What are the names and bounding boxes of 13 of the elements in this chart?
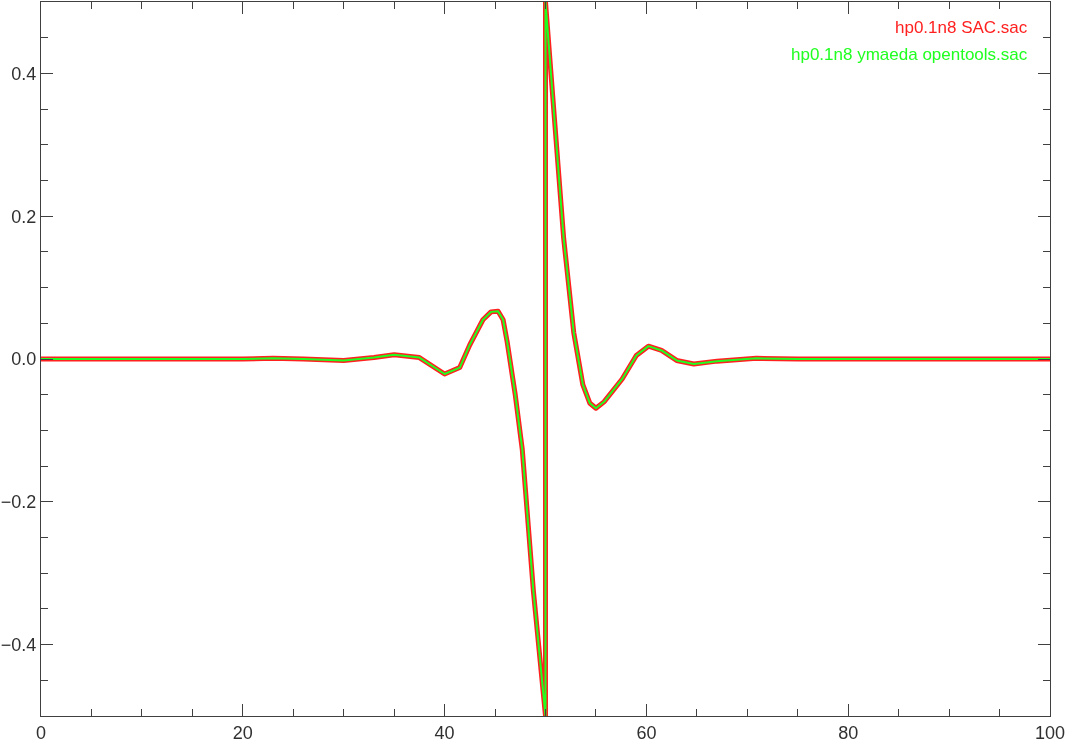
x-tick-label: 100 — [1034, 722, 1066, 743]
x-tick-label: 0 — [35, 722, 47, 743]
x-tick-label: 40 — [434, 722, 455, 743]
y-tick-label: 0.2 — [11, 206, 37, 227]
text: hp0.1n8 SAC.sac — [895, 18, 1028, 37]
y-tick-label: −0.2 — [0, 492, 37, 513]
x-tick-label: 60 — [636, 722, 657, 743]
y-tick-label: −0.4 — [0, 634, 37, 655]
text: hp0.1n8 ymaeda opentools.sac — [791, 45, 1028, 64]
y-tick-label: 0.4 — [11, 63, 37, 84]
x-tick-label: 20 — [232, 722, 253, 743]
y-tick-label: 0.0 — [11, 349, 37, 370]
x-tick-label: 80 — [838, 722, 859, 743]
